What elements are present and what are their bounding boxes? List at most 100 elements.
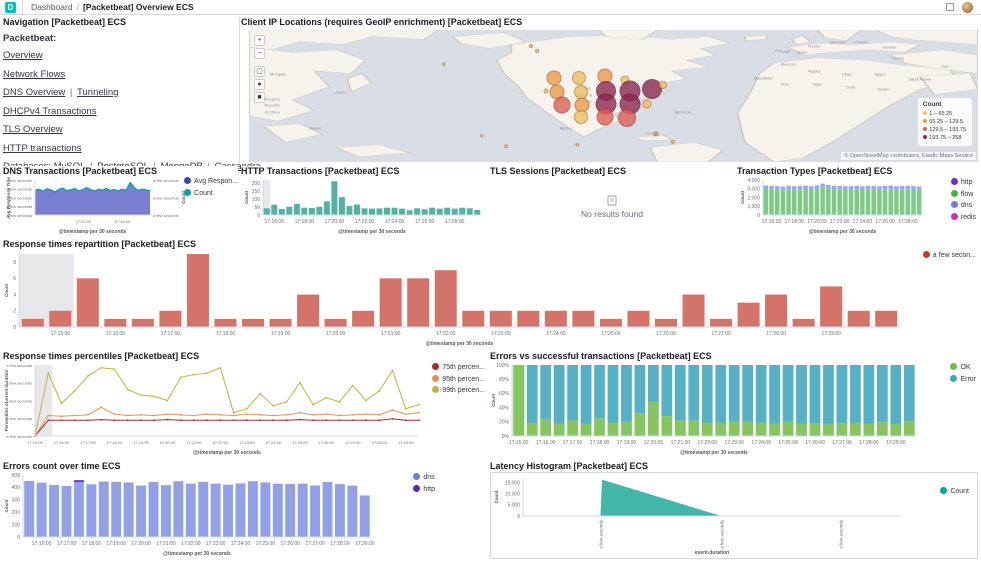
map-country-label: Mauritania — [753, 75, 773, 81]
map-zoom-out-button[interactable]: − — [254, 48, 265, 59]
user-avatar[interactable] — [962, 1, 973, 13]
svg-text:a few seconds: a few seconds — [6, 434, 32, 439]
svg-text:17:25:00: 17:25:00 — [778, 440, 798, 446]
svg-text:17:15:00: 17:15:00 — [51, 331, 71, 337]
legend-item[interactable]: redis — [950, 212, 976, 222]
http-transactions-chart[interactable]: 0 50 100 150 200 17:16:00 17:18:00 17:20:00 17:2… — [243, 177, 485, 235]
elastic-logo-icon[interactable]: D — [5, 1, 16, 13]
svg-text:@timestamp per 30 seconds: @timestamp per 30 seconds — [59, 229, 127, 235]
geo-count-bubble[interactable] — [543, 88, 549, 94]
geo-count-bubble[interactable] — [553, 96, 571, 114]
geo-map-canvas[interactable]: Mongolia People's Republic of China Japan Tai… — [249, 30, 978, 162]
errors-count-chart[interactable]: 0 100 200 300 400 500 17:16:00 17:17:00 17:18:00… — [3, 472, 375, 557]
legend-item[interactable]: a few secon... — [922, 251, 976, 260]
geo-count-bubble[interactable] — [546, 70, 562, 86]
map-tool-point-button[interactable]: ● — [254, 79, 265, 90]
response-times-repartition-chart[interactable]: 0 2 4 6 8 17:15:00 17:16:00 17:17:00 17:18:00 17:… — [3, 251, 906, 347]
legend-item[interactable]: OK — [950, 363, 976, 372]
geo-count-bubble[interactable] — [575, 143, 579, 147]
map-country-label: Poland — [855, 39, 868, 45]
panel-client-ip-map: Client IP Locations (requires GeoIP enri… — [241, 17, 978, 163]
svg-text:40%: 40% — [499, 405, 510, 411]
geo-count-bubble[interactable] — [534, 49, 539, 54]
legend-item[interactable]: Error — [950, 374, 976, 384]
svg-text:17:20:00: 17:20:00 — [644, 440, 664, 446]
svg-text:a few seconds: a few seconds — [153, 178, 179, 183]
breadcrumb-dashboard[interactable]: Dashboard — [31, 2, 73, 12]
errors-vs-successful-chart[interactable]: 0% 20% 40% 60% 80% 100% 17:15:00 17:16:00 17:17:… — [490, 362, 922, 456]
svg-text:a few seconds: a few seconds — [719, 519, 724, 549]
svg-text:17:24:00: 17:24:00 — [751, 440, 771, 446]
svg-text:17:24:00: 17:24:00 — [266, 440, 282, 445]
legend-item[interactable]: flow — [950, 189, 976, 199]
legend-item[interactable]: Count — [940, 487, 969, 496]
nav-link[interactable]: TLS Overview — [3, 124, 63, 135]
svg-text:a few seconds: a few seconds — [153, 213, 179, 218]
geo-count-bubble[interactable] — [574, 110, 589, 125]
map-tool-shape-button[interactable]: ■ — [254, 92, 265, 103]
geo-count-bubble[interactable] — [441, 62, 446, 67]
legend-item[interactable]: 75th percen... — [432, 363, 485, 372]
nav-link[interactable]: HTTP transactions — [3, 142, 82, 154]
geo-count-bubble[interactable] — [671, 140, 676, 145]
legend-item[interactable]: http — [413, 484, 435, 494]
panel-transaction-types: Transaction Types [Packetbeat] ECS 0 1,00… — [737, 166, 978, 237]
svg-text:2,000: 2,000 — [747, 195, 760, 201]
geo-count-bubble[interactable] — [642, 99, 652, 109]
geo-count-bubble[interactable] — [529, 43, 534, 48]
panel-navigation: Navigation [Packetbeat] ECS Packetbeat: … — [3, 17, 261, 172]
svg-text:17:20:00: 17:20:00 — [76, 219, 92, 224]
dns-transactions-chart[interactable]: a few seconds a few seconds a few seconds a… — [5, 176, 190, 235]
fullscreen-icon[interactable] — [946, 3, 954, 11]
svg-text:17:28:00: 17:28:00 — [330, 541, 350, 547]
legend-item[interactable]: Count — [184, 188, 238, 198]
svg-text:a few seconds: a few seconds — [598, 519, 603, 549]
svg-text:Count: Count — [491, 394, 496, 407]
svg-text:17:19:00: 17:19:00 — [106, 541, 126, 547]
legend-item[interactable]: Avg Respon... — [184, 177, 238, 186]
map-draw-bounds-button[interactable]: ▢ — [254, 66, 265, 77]
chart-legend: Count — [940, 487, 969, 496]
svg-text:17:23:00: 17:23:00 — [206, 541, 226, 547]
panel-response-times-percentiles: Response times percentiles [Packetbeat] … — [3, 351, 487, 458]
svg-text:Count: Count — [4, 284, 9, 297]
nav-link[interactable]: DHCPv4 Transactions — [3, 105, 97, 117]
legend-item[interactable]: dns — [950, 201, 976, 210]
map-country-label: Mongolia — [270, 71, 287, 77]
svg-text:17:29:00: 17:29:00 — [886, 440, 906, 446]
transaction-types-chart[interactable]: 0 1,000 2,000 3,000 4,000 17:16:00 17:18:00 17:… — [739, 177, 926, 235]
geo-count-bubble[interactable] — [479, 133, 484, 138]
latency-histogram-chart[interactable]: 0 5,000 10,000 15,000 a few seconds a few sec… — [493, 475, 907, 556]
map-country-label: Egypt — [874, 71, 885, 77]
nav-link[interactable]: Overview — [3, 50, 43, 61]
map-zoom-in-button[interactable]: + — [254, 35, 265, 46]
svg-text:17:20:00: 17:20:00 — [326, 331, 346, 337]
map-country-label: Niger — [812, 81, 823, 87]
geo-count-bubble[interactable] — [653, 131, 659, 137]
legend-dot-icon — [950, 363, 958, 370]
geo-count-bubble[interactable] — [618, 109, 637, 128]
svg-text:200: 200 — [252, 181, 261, 187]
nav-link[interactable]: Network Flows — [3, 68, 66, 80]
legend-item[interactable]: 95th percen... — [432, 374, 485, 384]
map-country-label: Saudi Arabia — [908, 76, 932, 82]
breadcrumb-separator: / — [76, 2, 79, 12]
chart-legend: http flow dns redis — [950, 178, 976, 222]
legend-item[interactable]: 99th percen... — [432, 386, 485, 395]
geo-count-bubble[interactable] — [572, 70, 587, 85]
nav-link[interactable]: DNS Overview — [3, 87, 66, 98]
geo-count-bubble[interactable] — [596, 108, 614, 126]
legend-item[interactable]: http — [950, 178, 976, 187]
svg-text:400: 400 — [12, 485, 21, 491]
legend-dot-icon — [184, 188, 192, 196]
svg-text:100: 100 — [12, 522, 21, 528]
svg-text:60%: 60% — [499, 391, 510, 397]
geo-count-bubble[interactable] — [659, 81, 668, 90]
geo-count-bubble[interactable] — [504, 144, 509, 148]
legend-item[interactable]: dns — [413, 473, 435, 482]
svg-text:17:23:00: 17:23:00 — [724, 440, 744, 446]
nav-link[interactable]: Tunneling — [77, 87, 119, 98]
response-times-percentiles-chart[interactable]: a few seconds a few seconds a few seconds a… — [3, 362, 425, 456]
legend-dot-icon — [922, 110, 928, 115]
